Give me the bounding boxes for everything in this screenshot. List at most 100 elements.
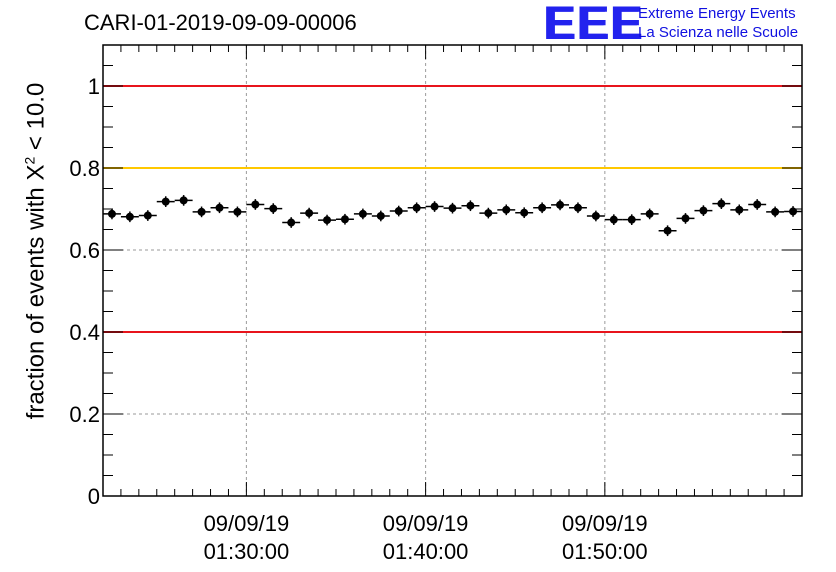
data-point xyxy=(461,200,480,212)
data-point-marker xyxy=(125,212,134,221)
y-axis-label-tail: < 10.0 xyxy=(22,82,50,157)
y-tick-label: 0.6 xyxy=(69,238,100,263)
data-point-marker xyxy=(412,203,421,212)
data-point xyxy=(533,202,552,214)
y-tick-label: 0.2 xyxy=(69,402,100,427)
data-point xyxy=(497,204,516,216)
data-point xyxy=(586,210,605,222)
data-point-marker xyxy=(287,218,296,227)
data-point-marker xyxy=(771,207,780,216)
data-point-marker xyxy=(161,197,170,206)
data-point-marker xyxy=(358,209,367,218)
data-point-marker xyxy=(269,204,278,213)
data-point xyxy=(300,207,319,219)
data-point-marker xyxy=(376,211,385,220)
data-point-marker xyxy=(448,204,457,213)
data-point xyxy=(389,205,408,217)
data-point-marker xyxy=(717,199,726,208)
data-point-marker xyxy=(681,214,690,223)
logo-line-1: Extreme Energy Events xyxy=(638,5,796,22)
data-point-marker xyxy=(251,200,260,209)
data-point-marker xyxy=(107,209,116,218)
y-axis-label: fraction of events with X2 < 10.0 xyxy=(22,83,51,420)
data-point xyxy=(712,198,731,209)
data-point-marker xyxy=(538,203,547,212)
y-tick-label: 1 xyxy=(88,74,100,99)
data-point-marker xyxy=(645,209,654,218)
chart-title: CARI-01-2019-09-09-00006 xyxy=(84,10,357,35)
data-point-marker xyxy=(233,207,242,216)
data-point xyxy=(479,207,498,219)
data-point-marker xyxy=(609,215,618,224)
data-point-marker xyxy=(197,207,206,216)
data-point xyxy=(156,196,175,207)
data-point-marker xyxy=(502,205,511,214)
data-point xyxy=(192,206,211,218)
y-tick-label: 0.4 xyxy=(69,320,100,345)
data-points xyxy=(103,195,802,237)
data-point-marker xyxy=(394,207,403,216)
data-point-marker xyxy=(663,226,672,235)
data-point xyxy=(694,205,713,216)
y-tick-label: 0.8 xyxy=(69,156,100,181)
data-point-marker xyxy=(179,196,188,205)
data-point-marker xyxy=(520,208,529,217)
data-point-marker xyxy=(484,209,493,218)
data-point xyxy=(604,214,623,225)
x-tick-label-time: 01:50:00 xyxy=(562,539,648,564)
data-point xyxy=(282,217,301,228)
data-point xyxy=(246,199,265,210)
data-point xyxy=(210,202,229,214)
data-point-marker xyxy=(753,200,762,209)
y-axis-label-sup: 2 xyxy=(21,156,38,165)
data-point xyxy=(730,204,749,216)
data-point xyxy=(515,207,534,219)
data-point-marker xyxy=(430,202,439,211)
data-point xyxy=(658,225,677,237)
data-point xyxy=(443,202,462,214)
data-point-marker xyxy=(215,203,224,212)
x-tick-label-time: 01:40:00 xyxy=(383,539,469,564)
tick-labels: 0 0.2 0.4 0.6 0.8 1 09/09/19 01:30:00 09/09/19 01… xyxy=(69,74,647,564)
y-axis-label-text: fraction of events with X xyxy=(22,164,50,420)
data-point xyxy=(336,213,354,225)
data-point-marker xyxy=(735,205,744,214)
data-point-marker xyxy=(340,215,349,224)
grid xyxy=(103,45,802,496)
data-point xyxy=(120,211,139,223)
data-point xyxy=(622,214,641,225)
eee-logo-mark: EEE xyxy=(543,0,644,49)
data-point xyxy=(407,202,426,214)
data-point xyxy=(551,199,569,211)
plot-frame-rect xyxy=(102,44,803,497)
data-point xyxy=(138,210,157,221)
x-tick-label-date: 09/09/19 xyxy=(383,511,469,536)
data-point xyxy=(353,208,372,220)
data-point-marker xyxy=(699,206,708,215)
logo-line-2: La Scienza nelle Scuole xyxy=(638,24,799,41)
data-point xyxy=(103,208,121,220)
data-point-marker xyxy=(556,200,565,209)
data-point xyxy=(228,206,247,218)
data-point-marker xyxy=(789,207,798,216)
data-point-marker xyxy=(143,211,152,220)
data-point xyxy=(174,195,193,206)
data-point xyxy=(569,202,587,214)
reference-lines xyxy=(103,85,802,333)
data-point xyxy=(748,199,767,210)
data-point xyxy=(640,208,659,220)
y-tick-label: 0 xyxy=(88,484,100,509)
data-point-marker xyxy=(466,201,475,210)
data-point xyxy=(676,213,695,224)
axis-ticks xyxy=(102,44,803,497)
data-point xyxy=(425,201,444,212)
data-point-marker xyxy=(323,216,332,225)
data-point xyxy=(784,206,802,217)
data-point-marker xyxy=(305,209,314,218)
x-tick-label-date: 09/09/19 xyxy=(562,511,648,536)
data-point-marker xyxy=(627,215,636,224)
x-tick-label-time: 01:30:00 xyxy=(204,539,290,564)
plot-frame xyxy=(102,44,803,497)
data-point xyxy=(264,203,283,214)
